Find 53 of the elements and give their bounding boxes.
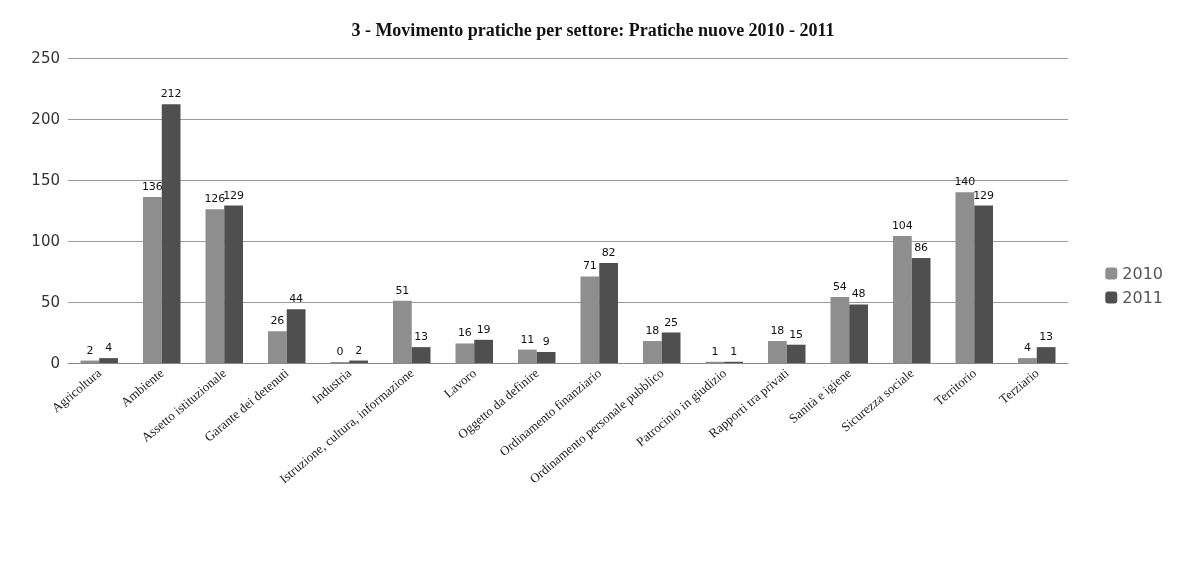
data-label: 51 (395, 283, 410, 297)
data-label: 54 (832, 280, 847, 294)
data-label: 25 (664, 315, 679, 329)
data-label: 18 (645, 324, 660, 338)
data-label: 71 (582, 259, 597, 273)
data-label: 1 (711, 344, 719, 358)
bar (661, 332, 681, 363)
data-label: 136 (141, 180, 163, 194)
legend-label: 2010 (1122, 264, 1163, 283)
y-tick-label: 100 (31, 232, 60, 250)
data-label: 11 (520, 332, 535, 346)
bar (474, 339, 493, 363)
bar (99, 358, 118, 363)
data-label: 82 (601, 245, 616, 259)
data-label: 9 (542, 335, 550, 349)
bar (911, 258, 931, 363)
data-label: 86 (914, 241, 929, 255)
legend-label: 2011 (1122, 288, 1163, 307)
bar (1036, 347, 1056, 363)
data-label: 48 (851, 287, 866, 301)
y-tick-label: 200 (31, 110, 60, 128)
data-label: 212 (160, 87, 182, 101)
bar (599, 262, 618, 363)
data-label: 13 (1039, 330, 1054, 344)
bar (286, 309, 306, 363)
bar (849, 304, 868, 363)
data-label: 16 (457, 326, 472, 340)
data-label: 15 (789, 327, 804, 341)
data-label: 140 (954, 175, 976, 189)
data-label: 4 (1023, 341, 1031, 355)
data-label: 4 (105, 341, 113, 355)
data-label: 2 (86, 343, 94, 357)
data-label: 13 (414, 330, 429, 344)
y-tick-label: 0 (50, 354, 60, 372)
data-label: 1 (730, 344, 738, 358)
data-label: 129 (973, 188, 995, 202)
data-label: 0 (336, 345, 344, 358)
data-label: 19 (476, 322, 491, 336)
bar (536, 352, 556, 363)
data-label: 104 (891, 219, 913, 233)
data-label: 2 (355, 343, 363, 357)
chart-title: 3 - Movimento pratiche per settore: Pratiche nuove 2010 - 2011 (351, 20, 835, 40)
bar (974, 205, 993, 363)
y-tick-label: 150 (31, 171, 60, 189)
data-label: 44 (289, 292, 304, 306)
y-tick-label: 250 (31, 49, 60, 67)
bar (224, 205, 243, 363)
bar (411, 347, 431, 363)
bar (786, 344, 806, 363)
data-label: 26 (270, 314, 285, 328)
y-tick-label: 50 (40, 293, 60, 311)
data-label: 18 (770, 324, 785, 338)
bar (161, 104, 181, 363)
